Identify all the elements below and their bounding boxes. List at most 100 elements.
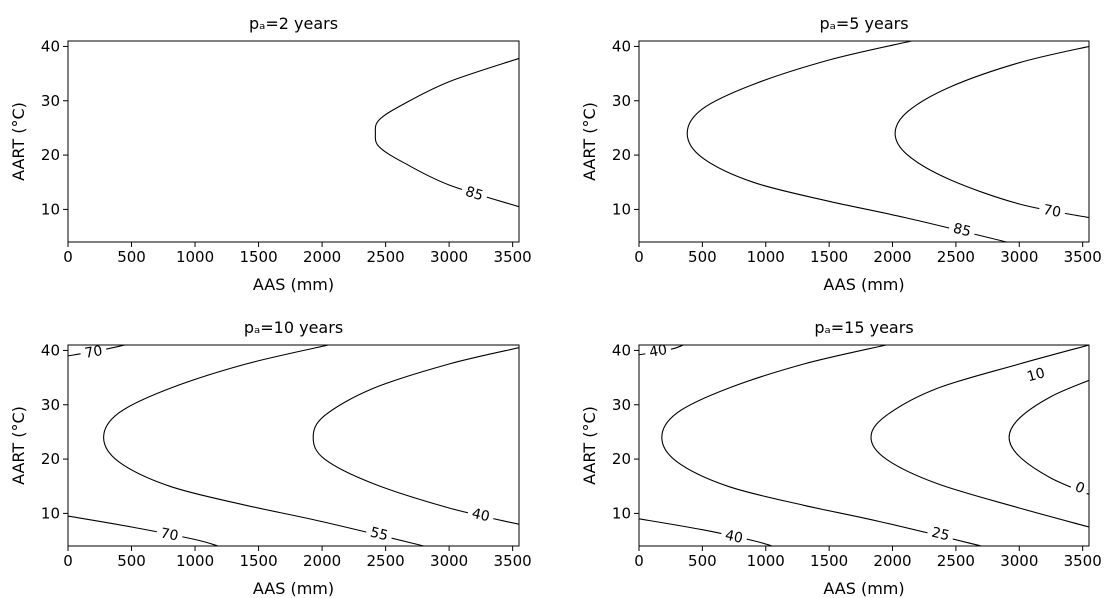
- contour-label-group: 70: [79, 341, 108, 362]
- y-tick-label: 10: [612, 504, 631, 522]
- x-tick-label: 1000: [176, 552, 214, 570]
- y-tick-label: 30: [612, 92, 631, 110]
- contour-line-40: [312, 347, 519, 525]
- y-tick-label: 40: [41, 37, 60, 55]
- panel-frame: [638, 344, 1090, 547]
- contour-label-bg: [1037, 200, 1067, 221]
- x-axis-label: AAS (mm): [253, 579, 334, 598]
- y-tick-label: 30: [41, 92, 60, 110]
- contour-label-group: 85: [459, 181, 490, 205]
- x-tick-label: 1000: [747, 248, 785, 266]
- x-tick-label: 3500: [1064, 248, 1102, 266]
- contour-panel-4: pₐ=15 years 0 500 1000 1500 2000 2500 3000 3500 1…: [580, 318, 1102, 598]
- panel-frame: [638, 40, 1090, 243]
- contour-label: 85: [463, 184, 485, 205]
- contour-label-bg: [1069, 476, 1092, 499]
- x-tick-label: 3500: [1064, 552, 1102, 570]
- contour-panel-1: pₐ=2 years 0 500 1000 1500 2000 2500 3000 3500 10…: [9, 14, 532, 294]
- panel-title: pₐ=2 years: [249, 14, 338, 33]
- x-tick-label: 1500: [239, 248, 277, 266]
- x-tick-label: 3500: [494, 248, 532, 266]
- contour-label-bg: [466, 503, 496, 526]
- contour-label-group: 10: [1021, 363, 1051, 386]
- contour-lines: [374, 57, 519, 208]
- x-tick-label: 1500: [810, 248, 848, 266]
- x-tick-label: 2000: [873, 552, 911, 570]
- contour-label-group: 40: [643, 340, 673, 361]
- y-tick-label: 20: [41, 146, 60, 164]
- contour-lines: [639, 345, 1089, 546]
- contour-label-group: 40: [719, 525, 749, 547]
- contour-label-group: 55: [364, 522, 394, 545]
- y-tick-label: 40: [612, 37, 631, 55]
- contour-label-group: 40: [466, 503, 496, 526]
- x-tick-label: 1500: [810, 552, 848, 570]
- y-tick-label: 10: [612, 200, 631, 218]
- contour-line-10: [870, 345, 1089, 528]
- y-tick-label: 20: [612, 146, 631, 164]
- contour-label-bg: [459, 181, 490, 205]
- y-tick-label: 30: [612, 396, 631, 414]
- x-tick-label: 1000: [176, 248, 214, 266]
- contour-line-0: [1008, 379, 1089, 495]
- x-tick-label: 3000: [430, 552, 468, 570]
- contour-line-25: [661, 345, 982, 546]
- x-tick-label: 2500: [367, 552, 405, 570]
- contour-label-bg: [1021, 363, 1051, 386]
- x-tick-label: 2000: [873, 248, 911, 266]
- x-tick-label: 1500: [239, 552, 277, 570]
- y-tick-label: 10: [41, 200, 60, 218]
- contour-line-85: [686, 41, 1007, 242]
- y-axis-label: AART (°C): [9, 102, 28, 181]
- x-tick-label: 0: [63, 552, 73, 570]
- contour-label-bg: [719, 525, 749, 547]
- x-tick-label: 500: [117, 248, 146, 266]
- y-tick-label: 20: [41, 450, 60, 468]
- contour-line-70: [68, 515, 219, 546]
- contour-label: 70: [159, 525, 180, 544]
- panel-frame: [67, 344, 520, 547]
- contour-panel-2: pₐ=5 years 0 500 1000 1500 2000 2500 3000 3500 10…: [580, 14, 1102, 294]
- contour-line-70: [894, 45, 1089, 219]
- contour-label: 40: [470, 506, 491, 526]
- x-axis-label: AAS (mm): [823, 579, 904, 598]
- contour-label-bg: [79, 341, 108, 362]
- contour-label: 10: [1025, 365, 1046, 385]
- contour-label: 55: [369, 525, 390, 545]
- x-tick-label: 1000: [747, 552, 785, 570]
- contour-line-55: [103, 345, 424, 546]
- x-tick-label: 2500: [937, 552, 975, 570]
- x-tick-label: 3000: [430, 248, 468, 266]
- x-axis-label: AAS (mm): [253, 275, 334, 294]
- contour-lines: [686, 41, 1089, 242]
- contour-label-group: 70: [155, 523, 184, 545]
- contour-label-bg: [926, 522, 956, 545]
- contour-label: 40: [723, 527, 744, 546]
- x-tick-label: 0: [634, 248, 644, 266]
- y-tick-label: 10: [41, 504, 60, 522]
- panel-frame: [67, 40, 520, 243]
- contour-label-bg: [155, 523, 184, 545]
- x-tick-label: 500: [117, 552, 146, 570]
- x-tick-label: 2000: [303, 248, 341, 266]
- contour-label-group: 70: [1037, 200, 1067, 221]
- contour-label-group: 0: [1069, 476, 1092, 499]
- panel-title: pₐ=15 years: [814, 318, 913, 337]
- x-axis-label: AAS (mm): [823, 275, 904, 294]
- y-tick-label: 30: [41, 396, 60, 414]
- contour-line-40: [639, 518, 773, 546]
- x-tick-label: 3000: [1000, 552, 1038, 570]
- contour-label-group: 85: [947, 218, 977, 241]
- contour-label: 25: [930, 525, 951, 545]
- panel-title: pₐ=5 years: [819, 14, 908, 33]
- y-tick-label: 20: [612, 450, 631, 468]
- contour-label-bg: [364, 522, 394, 545]
- y-axis-label: AART (°C): [580, 102, 599, 181]
- x-tick-label: 3500: [494, 552, 532, 570]
- y-axis-label: AART (°C): [580, 406, 599, 485]
- x-tick-label: 500: [688, 248, 717, 266]
- contour-label-bg: [947, 218, 977, 241]
- contour-label: 85: [951, 221, 972, 241]
- y-tick-label: 40: [612, 341, 631, 359]
